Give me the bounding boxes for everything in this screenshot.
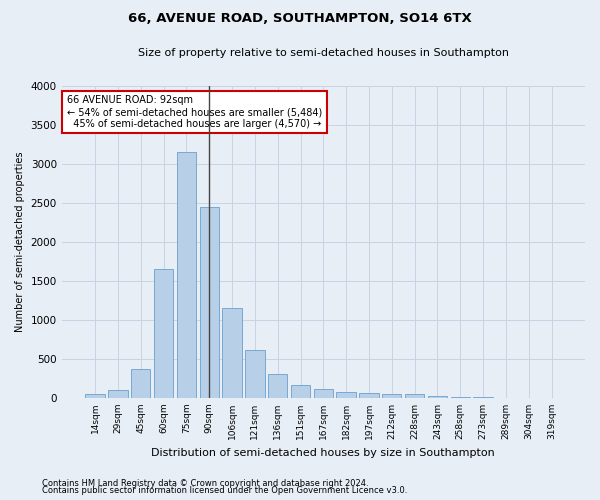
Bar [108, 390, 128, 398]
Bar [268, 374, 287, 398]
Bar [200, 207, 219, 398]
Text: Contains HM Land Registry data © Crown copyright and database right 2024.: Contains HM Land Registry data © Crown c… [42, 478, 368, 488]
Bar [473, 397, 493, 398]
Title: Size of property relative to semi-detached houses in Southampton: Size of property relative to semi-detach… [138, 48, 509, 58]
Bar [451, 397, 470, 398]
Bar [223, 308, 242, 398]
Bar [131, 369, 151, 398]
Bar [359, 394, 379, 398]
Bar [245, 350, 265, 398]
Bar [154, 270, 173, 398]
Bar [337, 392, 356, 398]
X-axis label: Distribution of semi-detached houses by size in Southampton: Distribution of semi-detached houses by … [151, 448, 495, 458]
Bar [85, 394, 105, 398]
Bar [428, 396, 447, 398]
Bar [177, 152, 196, 398]
Bar [291, 386, 310, 398]
Text: 66 AVENUE ROAD: 92sqm
← 54% of semi-detached houses are smaller (5,484)
  45% of: 66 AVENUE ROAD: 92sqm ← 54% of semi-deta… [67, 96, 322, 128]
Y-axis label: Number of semi-detached properties: Number of semi-detached properties [15, 152, 25, 332]
Text: 66, AVENUE ROAD, SOUTHAMPTON, SO14 6TX: 66, AVENUE ROAD, SOUTHAMPTON, SO14 6TX [128, 12, 472, 26]
Bar [314, 390, 333, 398]
Text: Contains public sector information licensed under the Open Government Licence v3: Contains public sector information licen… [42, 486, 407, 495]
Bar [382, 394, 401, 398]
Bar [405, 394, 424, 398]
